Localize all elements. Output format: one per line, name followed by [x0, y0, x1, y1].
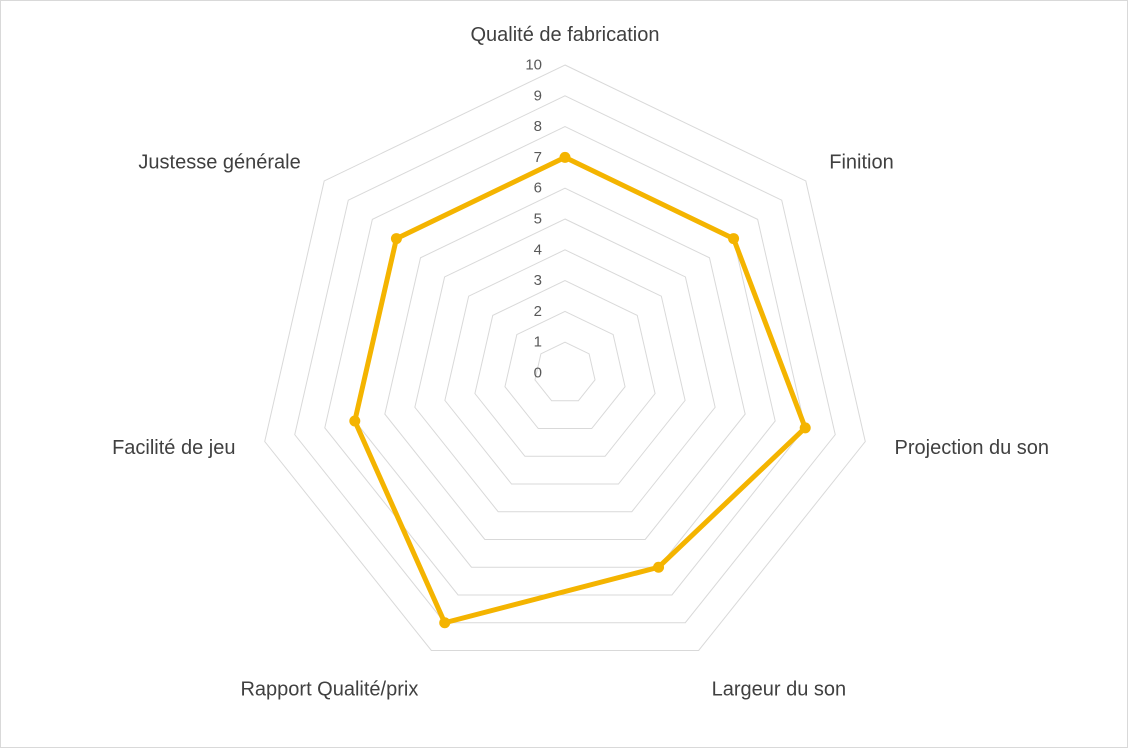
category-labels: Qualité de fabrication Finition Projection…	[112, 24, 1049, 701]
grid-ring	[294, 95, 836, 624]
data-point	[390, 233, 402, 245]
tick-label: 0	[534, 365, 542, 382]
data-point	[799, 422, 811, 434]
grid-ring	[324, 126, 806, 596]
category-label: Justesse générale	[138, 151, 300, 173]
grid-ring	[414, 218, 716, 513]
tick-label: 5	[534, 211, 542, 228]
data-point	[439, 617, 451, 629]
category-label: Projection du son	[895, 437, 1050, 459]
grid-ring	[534, 341, 596, 402]
tick-label: 7	[534, 149, 542, 166]
tick-label: 2	[534, 303, 542, 320]
grid-ring	[504, 310, 626, 429]
tick-label: 1	[534, 334, 542, 351]
tick-label: 9	[534, 87, 542, 104]
series-layer	[349, 151, 811, 629]
category-label: Largeur du son	[712, 679, 847, 701]
category-label: Qualité de fabrication	[470, 24, 659, 46]
grid-ring	[474, 280, 656, 457]
data-point	[559, 151, 571, 163]
data-point	[728, 233, 740, 245]
data-point	[653, 561, 665, 573]
grid-ring	[384, 187, 746, 540]
data-point	[349, 415, 361, 427]
radial-tick-labels: 0 1 2 3 4 5 6 7 8 9 10	[525, 57, 542, 382]
tick-label: 8	[534, 118, 542, 135]
radar-grid	[264, 64, 866, 651]
series-line	[352, 154, 808, 626]
tick-label: 6	[534, 180, 542, 197]
tick-label: 10	[525, 57, 542, 74]
category-label: Finition	[829, 151, 893, 173]
category-label: Rapport Qualité/prix	[240, 679, 418, 701]
grid-ring	[444, 249, 686, 485]
tick-label: 3	[534, 272, 542, 289]
category-label: Facilité de jeu	[112, 437, 235, 459]
grid-ring	[264, 64, 866, 651]
tick-label: 4	[534, 241, 542, 258]
